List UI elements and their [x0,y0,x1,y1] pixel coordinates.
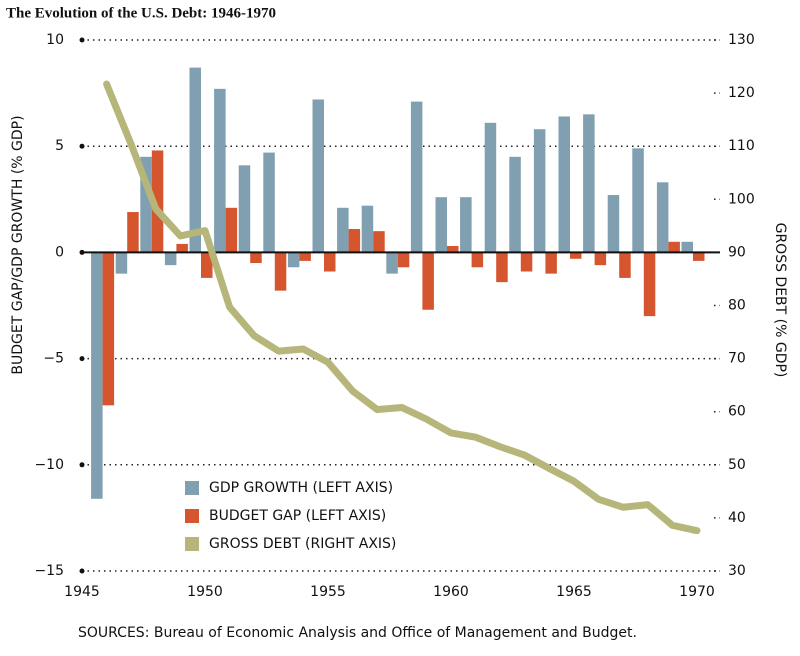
y2-tick-label: 80 [728,298,746,314]
bar [312,99,324,253]
bar [681,241,693,253]
bar [632,148,644,253]
x-tick-label: 1970 [679,584,715,600]
bar [324,252,336,272]
y2-tick-label: 50 [728,457,746,473]
bar [496,252,508,283]
bar [151,150,164,253]
bar [435,197,447,253]
bar [348,229,361,253]
y-tick-label: −10 [34,457,64,473]
bar [115,252,128,274]
tick-dot [79,462,85,468]
y-axis-label: BUDGET GAP/GDP GROWTH (% GDP) [10,115,26,374]
bar [140,156,152,253]
bar [127,212,139,253]
bar [619,252,631,278]
tick-dot [79,37,85,43]
tick-dot [79,143,85,149]
y2-axis-label: GROSS DEBT (% GDP) [772,223,788,378]
source-note: SOURCES: Bureau of Economic Analysis and… [78,625,637,641]
legend-swatch [185,537,199,551]
bar [594,252,607,266]
y2-tick-label: 90 [728,244,746,260]
legend-label: GDP GROWTH (LEFT AXIS) [209,480,393,496]
legend-swatch [185,509,199,523]
bar [471,252,484,268]
tick-dot [79,356,85,362]
bar [274,252,287,291]
bar [238,165,251,253]
tick-dot [79,568,85,574]
bar [410,101,423,253]
bar [656,182,669,253]
x-tick-label: 1960 [433,584,469,600]
x-tick-label: 1955 [310,584,346,600]
bar [91,252,103,499]
bar [520,252,533,272]
bar [214,88,226,253]
bar [570,252,582,259]
bar [189,67,201,253]
bar [263,152,275,253]
bar [102,252,115,406]
x-tick-label: 1950 [187,584,223,600]
bar [361,205,374,253]
y-tick-label: 10 [46,32,64,48]
bar [250,252,262,264]
y2-tick-label: 120 [728,85,755,101]
x-tick-label: 1945 [64,584,100,600]
chart-title: The Evolution of the U.S. Debt: 1946-197… [6,5,276,21]
y2-tick-label: 40 [728,510,746,526]
bar [693,252,705,261]
bar [558,116,570,253]
y-tick-label: −5 [43,351,64,367]
bar [176,243,188,253]
bar [447,246,459,253]
bar [460,197,472,253]
bar [422,252,434,310]
bar [583,114,595,253]
bar [484,122,497,253]
bar [533,129,546,253]
y2-tick-label: 100 [728,191,755,207]
x-tick-label: 1965 [556,584,592,600]
bar [287,252,300,268]
bar [509,156,521,253]
legend-swatch [185,481,199,495]
bar [643,252,656,317]
legend-label: BUDGET GAP (LEFT AXIS) [209,508,386,524]
bar [397,252,410,268]
line [103,80,701,535]
bar [337,207,349,253]
bar [164,252,177,266]
bar [299,252,311,261]
bar [607,195,620,253]
legend-label: GROSS DEBT (RIGHT AXIS) [209,536,396,552]
y-tick-label: 5 [55,138,64,154]
y2-tick-label: 70 [728,351,746,367]
bar [225,207,238,253]
y-tick-label: 0 [55,244,64,260]
y-tick-label: −15 [34,563,64,579]
bar [668,241,680,253]
bar [386,252,398,274]
bar [373,231,385,253]
bar [201,252,213,278]
y2-tick-label: 130 [728,32,755,48]
y2-tick-label: 60 [728,404,746,420]
bar [545,252,557,274]
y2-tick-label: 30 [728,563,746,579]
y2-tick-label: 110 [728,138,755,154]
